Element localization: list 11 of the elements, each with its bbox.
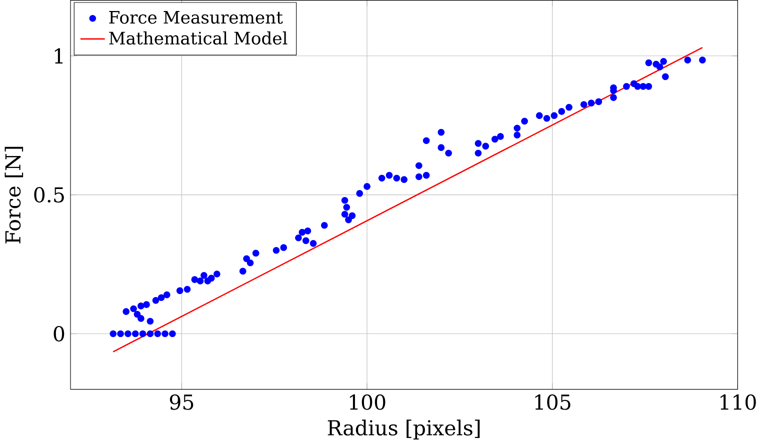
x-tick-label: 95 — [170, 394, 194, 410]
y-tick-label: 0 — [54, 326, 64, 342]
y-tick-label: 1 — [54, 48, 63, 64]
y-tick-label: 0.5 — [34, 186, 64, 202]
legend-label: Mathematical Model — [109, 31, 288, 44]
y-axis-title: Force [N] — [4, 146, 24, 244]
x-tick-label: 105 — [535, 394, 570, 410]
legend-label: Force Measurement — [109, 10, 283, 24]
x-tick-label: 100 — [350, 394, 386, 410]
x-tick-label: 110 — [720, 394, 756, 410]
x-axis-title: Radius [pixels] — [328, 420, 480, 440]
